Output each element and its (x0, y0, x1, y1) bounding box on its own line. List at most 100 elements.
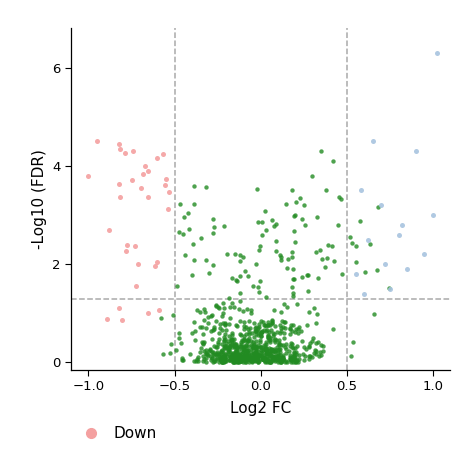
Point (254, 328, 262, 335)
Point (105, 226, 113, 234)
Point (220, 353, 228, 361)
Point (265, 358, 273, 365)
Point (272, 346, 280, 354)
Point (242, 358, 250, 365)
Point (311, 346, 319, 354)
Point (263, 350, 271, 357)
Point (209, 229, 216, 237)
Point (151, 262, 159, 270)
Point (272, 347, 279, 355)
Point (278, 357, 286, 365)
Point (316, 348, 323, 356)
Point (190, 200, 198, 208)
Point (266, 321, 273, 329)
Point (286, 353, 294, 361)
Point (202, 346, 210, 354)
Point (279, 355, 287, 363)
Point (233, 278, 240, 285)
Point (218, 357, 226, 365)
Point (268, 346, 275, 354)
Point (250, 341, 258, 348)
Point (289, 355, 296, 363)
Point (289, 290, 297, 297)
Point (220, 337, 228, 344)
Point (275, 336, 283, 344)
Point (219, 355, 227, 362)
Point (279, 323, 286, 330)
Point (272, 323, 279, 330)
Point (253, 350, 261, 357)
Point (227, 356, 234, 363)
Point (159, 350, 167, 357)
Point (190, 182, 198, 190)
Point (276, 329, 284, 337)
Point (200, 316, 207, 323)
Point (205, 347, 213, 355)
Point (297, 328, 305, 335)
Point (233, 350, 240, 358)
Point (231, 250, 238, 258)
Point (403, 265, 411, 273)
Point (245, 353, 252, 361)
Point (217, 320, 224, 328)
Point (276, 358, 283, 365)
Point (241, 353, 248, 361)
Point (235, 354, 242, 362)
Point (277, 328, 285, 335)
Point (166, 350, 174, 357)
Point (241, 349, 248, 357)
Point (252, 344, 260, 352)
Point (218, 358, 225, 366)
Point (259, 319, 267, 326)
Point (262, 356, 269, 363)
Point (229, 349, 237, 357)
Point (280, 355, 287, 363)
Point (305, 342, 313, 350)
Point (248, 343, 255, 350)
Point (252, 356, 259, 363)
Point (221, 342, 228, 349)
Point (248, 356, 255, 364)
Point (190, 357, 198, 365)
Point (272, 336, 279, 343)
Point (277, 324, 284, 331)
Point (215, 335, 222, 343)
Point (317, 147, 325, 155)
Point (291, 238, 299, 246)
Point (205, 313, 212, 320)
Point (289, 352, 297, 360)
Point (262, 344, 269, 352)
Point (233, 357, 241, 365)
Point (234, 352, 242, 359)
Point (208, 348, 215, 356)
Point (269, 346, 277, 354)
Point (281, 358, 288, 365)
Point (370, 310, 378, 318)
Point (248, 329, 255, 337)
Point (215, 305, 223, 312)
Point (199, 340, 207, 347)
Point (223, 345, 231, 352)
Point (258, 351, 266, 358)
Point (236, 345, 243, 352)
Point (244, 336, 252, 344)
Point (204, 350, 211, 358)
Point (259, 356, 266, 363)
Point (257, 348, 264, 356)
Point (293, 357, 301, 365)
Point (279, 341, 286, 348)
Point (289, 265, 296, 273)
Point (263, 346, 271, 354)
Point (352, 242, 359, 250)
Point (274, 349, 282, 356)
Point (231, 358, 238, 365)
Point (264, 358, 271, 366)
Point (144, 310, 151, 317)
Point (316, 246, 323, 254)
Point (252, 353, 260, 361)
Point (252, 356, 259, 364)
Point (262, 344, 270, 352)
Point (386, 284, 393, 292)
Point (259, 346, 267, 354)
Point (210, 223, 218, 230)
